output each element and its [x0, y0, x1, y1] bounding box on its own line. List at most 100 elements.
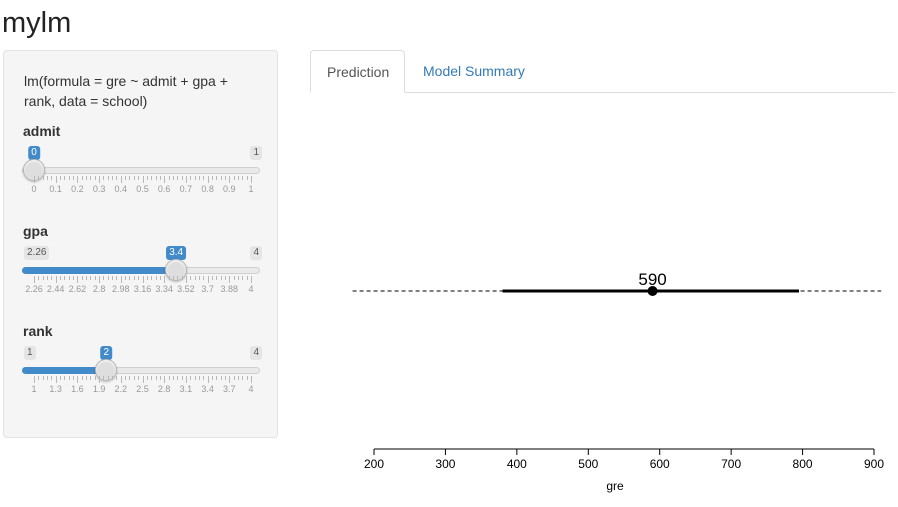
slider-tick	[68, 376, 70, 380]
slider-tick	[116, 176, 118, 180]
slider-tick	[107, 176, 109, 180]
tab-model-summary[interactable]: Model Summary	[423, 63, 525, 79]
slider-tick-label: 2.98	[112, 284, 130, 294]
slider-tick-label: 1.9	[92, 384, 106, 394]
slider-tick-label: 0.8	[201, 184, 214, 194]
slider-tick-label: 0.2	[71, 184, 84, 194]
slider-tick-label: 1	[248, 184, 254, 194]
slider-tick	[242, 276, 244, 280]
slider-handle[interactable]	[165, 259, 188, 281]
slider-tick-label: 3.16	[133, 284, 152, 294]
slider-tick	[142, 376, 144, 383]
slider-track[interactable]	[22, 167, 260, 174]
slider-tick	[207, 276, 209, 283]
slider-tick	[64, 276, 66, 280]
slider-tick-label: 3.34	[155, 284, 173, 294]
slider-tick	[51, 276, 53, 280]
slider-tick	[220, 176, 222, 180]
slider-tick	[159, 376, 161, 380]
slider-tick	[151, 376, 153, 380]
slider-tick	[224, 376, 226, 380]
slider-tick	[142, 276, 144, 283]
slider-tick	[237, 376, 239, 380]
slider-tick-label: 3.7	[201, 284, 214, 294]
slider-tick	[120, 276, 122, 283]
slider-tick	[47, 176, 49, 180]
slider-tick	[112, 176, 114, 180]
slider-tick	[138, 276, 140, 280]
slider-tick	[107, 376, 109, 380]
slider-tick-label: 1.6	[71, 384, 84, 394]
slider-tick	[99, 276, 101, 283]
tab-prediction[interactable]: Prediction	[310, 50, 405, 93]
slider-tick	[112, 276, 114, 280]
slider-tick	[168, 376, 170, 380]
slider-tick	[155, 376, 157, 380]
slider-handle[interactable]	[95, 359, 118, 381]
gpa-slider[interactable]: 2.26 4 3.4 2.26 2.44 2.62 2.8 2.98 3.16 3.34 3.52 3…	[22, 246, 262, 306]
slider-tick-label: 3.7	[223, 384, 236, 394]
slider-tick	[73, 276, 75, 280]
slider-label-gpa: gpa	[23, 223, 48, 239]
slider-tick	[64, 176, 66, 180]
admit-slider[interactable]: 1 0 0 0.1 0.2 0.3 0.4 0.5 0.6 0.7 0.8 0.9 1	[22, 146, 262, 206]
slider-tick	[220, 276, 222, 280]
slider-tick	[251, 176, 252, 183]
slider-tick	[107, 276, 109, 280]
slider-tick	[164, 176, 166, 183]
slider-tick	[125, 176, 127, 180]
slider-tick	[120, 176, 122, 183]
slider-tick	[246, 276, 248, 280]
slider-tick	[211, 276, 213, 280]
slider-tick-label: 2.5	[136, 384, 149, 394]
slider-tick	[77, 376, 79, 383]
slider-tick	[55, 376, 57, 383]
x-axis-label: gre	[606, 479, 624, 493]
slider-tick	[216, 176, 218, 180]
x-axis-tick-label: 200	[364, 457, 384, 471]
slider-tick	[90, 376, 92, 380]
slider-tick	[133, 276, 135, 280]
slider-max-label: 1	[250, 146, 262, 160]
slider-label-admit: admit	[23, 123, 61, 139]
rank-slider[interactable]: 1 4 2 1 1.3 1.6 1.9 2.2 2.5 2.8 3.1 3.4 3.7 4	[22, 346, 262, 406]
slider-tick	[38, 176, 40, 180]
input-panel: lm(formula = gre ~ admit + gpa + rank, d…	[3, 50, 278, 438]
slider-tick-label: 2.44	[46, 284, 65, 294]
slider-tick	[194, 176, 196, 180]
slider-tick	[34, 176, 35, 183]
slider-tick	[42, 376, 44, 380]
app-title: mylm	[2, 7, 72, 39]
slider-tick-label: 0	[31, 184, 37, 194]
slider-tick	[164, 376, 166, 383]
slider-tick	[224, 176, 226, 180]
slider-tick-label: 3.1	[179, 384, 193, 394]
slider-tick	[42, 276, 44, 280]
slider-value-badge: 3.4	[166, 246, 187, 260]
slider-tick	[99, 176, 101, 183]
slider-tick	[172, 376, 174, 380]
slider-tick	[233, 376, 235, 380]
slider-tick	[211, 176, 213, 180]
slider-tick	[64, 376, 66, 380]
slider-tick	[203, 176, 205, 180]
slider-tick	[159, 176, 161, 180]
slider-tick	[203, 276, 205, 280]
slider-tick	[185, 176, 187, 183]
prediction-plot: 590 200 300 400 500 600 700 800 900 gre	[300, 94, 898, 502]
slider-tick	[177, 176, 179, 180]
slider-tick	[229, 176, 231, 183]
slider-tick-label: 0.3	[92, 184, 106, 194]
slider-ticks	[22, 276, 262, 286]
slider-tick	[34, 376, 35, 383]
slider-tick	[151, 276, 153, 280]
slider-tick	[185, 376, 187, 383]
slider-tick	[207, 176, 209, 183]
slider-ticks	[22, 176, 262, 186]
slider-tick	[51, 376, 53, 380]
slider-tick	[194, 376, 196, 380]
slider-tick	[81, 376, 83, 380]
slider-tick-label: 2.2	[114, 384, 128, 394]
slider-tick	[47, 276, 49, 280]
slider-tick	[55, 276, 57, 283]
